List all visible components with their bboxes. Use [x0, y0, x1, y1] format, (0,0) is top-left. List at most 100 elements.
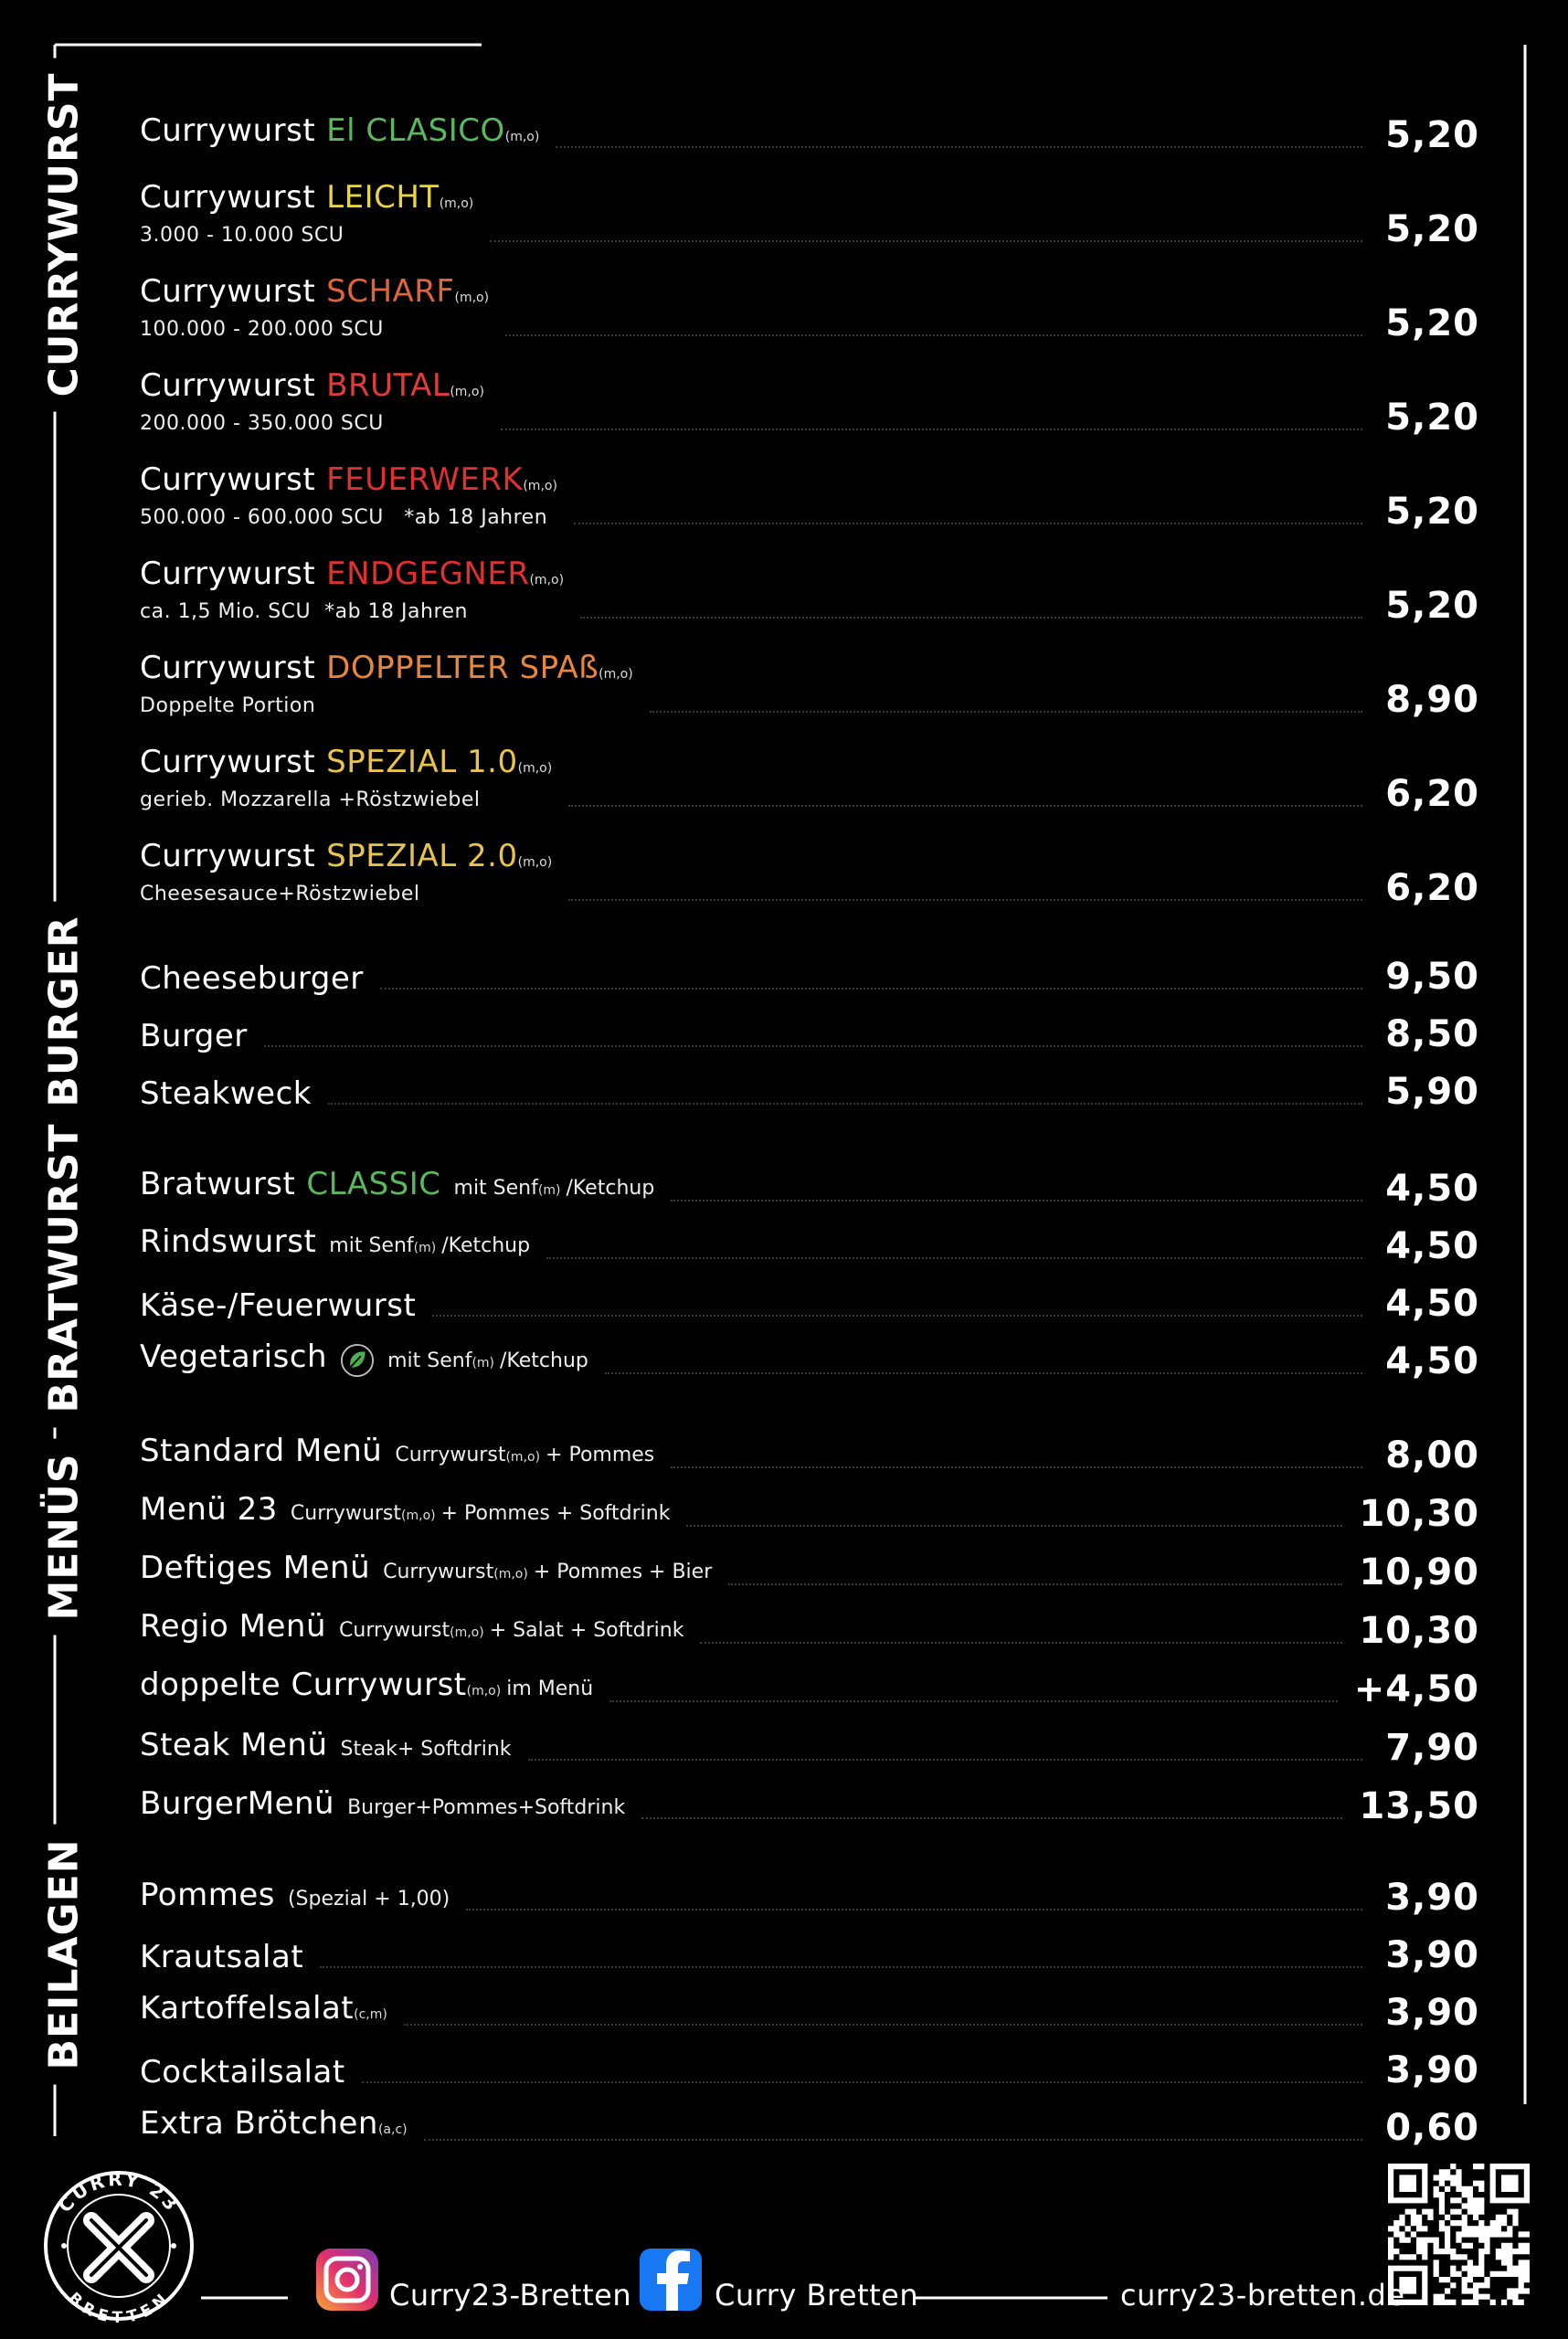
item-line: Steak Menü Steak+ Softdrink: [140, 1727, 512, 1768]
item-hl: FEUERWERK: [326, 461, 524, 498]
item-name: Currywurst: [140, 556, 316, 592]
item-line: Cheeseburger: [140, 960, 364, 997]
menu-item: Currywurst DOPPELTER SPAß (m,o) Doppelte Po…: [140, 626, 1479, 720]
menu-item: Currywurst FEUERWERK (m,o) 500.000 - 600.00…: [140, 438, 1479, 532]
item-small: /Ketchup: [500, 1349, 588, 1372]
item-text: Extra Brötchen (a,c): [140, 2105, 408, 2148]
item-price: 0,60: [1385, 2107, 1479, 2149]
item-hl: El CLASICO: [326, 112, 505, 149]
item-name: Burger: [140, 1018, 248, 1054]
item-text: Bratwurst CLASSIC mit Senf (m) /Ketchup: [140, 1166, 654, 1209]
item-description: 3.000 - 10.000 SCU: [140, 224, 344, 247]
menu-item: Bratwurst CLASSIC mit Senf (m) /Ketchup 4,50: [140, 1151, 1479, 1209]
item-sup: (m,o): [529, 573, 565, 587]
item-name: Extra Brötchen: [140, 2105, 378, 2142]
section-label: MENÜS: [40, 1438, 88, 1635]
item-sup: (m,o): [517, 761, 553, 776]
menu-section: Currywurst El CLASICO (m,o) 5,20 Currywurst L…: [140, 61, 1479, 908]
item-name: Currywurst: [140, 273, 316, 310]
item-text: BurgerMenü Burger+Pommes+Softdrink: [140, 1785, 625, 1826]
item-line: Krautsalat: [140, 1939, 303, 1975]
leader-dots: [432, 1315, 1362, 1317]
item-description: 500.000 - 600.000 SCU *ab 18 Jahren: [140, 506, 548, 529]
item-small: Burger+Pommes+Softdrink: [347, 1796, 626, 1819]
leader-dots: [403, 2024, 1362, 2026]
item-text: Rindswurst mit Senf (m) /Ketchup: [140, 1223, 530, 1266]
logo: CURRY 23 BRETTEN: [44, 2168, 194, 2327]
leader-dots: [505, 334, 1362, 336]
item-text: Cocktailsalat: [140, 2054, 345, 2090]
item-small: + Pommes: [546, 1444, 655, 1466]
item-line: Pommes (Spezial + 1,00): [140, 1877, 450, 1918]
item-small: + Pommes + Softdrink: [440, 1502, 671, 1525]
item-hl: BRUTAL: [326, 367, 450, 404]
item-small: (Spezial + 1,00): [287, 1888, 450, 1910]
item-hl: SPEZIAL 2.0: [326, 838, 518, 874]
website: curry23-bretten.de: [1120, 2278, 1405, 2313]
item-small: im Menü: [506, 1678, 594, 1700]
item-text: Kartoffelsalat (c,m): [140, 1990, 387, 2033]
item-hl: CLASSIC: [306, 1166, 441, 1202]
item-description: 100.000 - 200.000 SCU: [140, 318, 384, 341]
item-small: + Pommes + Bier: [533, 1561, 713, 1583]
item-line: Deftiges Menü Currywurst (m,o) + Pommes + B…: [140, 1550, 712, 1593]
leader-dots: [379, 988, 1362, 990]
item-small: + Salat + Softdrink: [489, 1619, 684, 1642]
facebook-handle: Curry Bretten: [715, 2278, 919, 2313]
section-label: BEILAGEN: [40, 1824, 88, 2085]
item-price: 5,20: [1385, 114, 1479, 156]
item-hl: DOPPELTER SPAß: [326, 650, 599, 686]
menu-item: Standard Menü Currywurst (m,o) + Pommes 8,00: [140, 1417, 1479, 1476]
item-small: Currywurst: [339, 1619, 450, 1642]
item-price: 8,90: [1385, 679, 1479, 721]
item-price: 5,20: [1385, 491, 1479, 533]
item-text: Currywurst SCHARF (m,o) 100.000 - 200.000 S…: [140, 273, 489, 344]
item-price: 8,50: [1385, 1013, 1479, 1055]
leader-dots: [500, 429, 1362, 430]
item-sup: (a,c): [377, 2122, 408, 2137]
menu-item: Kartoffelsalat (c,m) 3,90: [140, 1975, 1479, 2033]
item-text: Currywurst FEUERWERK (m,o) 500.000 - 600.00…: [140, 461, 557, 532]
item-text: Käse-/Feuerwurst: [140, 1287, 416, 1324]
leader-dots: [573, 523, 1362, 524]
item-text: Currywurst SPEZIAL 2.0 (m,o) Cheesesauce+Rö…: [140, 838, 552, 908]
item-sup: (m): [413, 1241, 437, 1255]
item-text: doppelte Currywurst (m,o) im Menü: [140, 1667, 593, 1709]
item-text: Steakweck: [140, 1075, 312, 1112]
item-sup: (m,o): [454, 291, 490, 305]
item-text: Pommes (Spezial + 1,00): [140, 1877, 450, 1918]
menu-item: Pommes (Spezial + 1,00) 3,90: [140, 1860, 1479, 1918]
item-sup: (m,o): [599, 667, 633, 682]
item-name: Steak Menü: [140, 1727, 328, 1763]
item-price: 8,00: [1385, 1434, 1479, 1476]
item-small: Currywurst: [383, 1561, 494, 1583]
item-line: Currywurst ENDGEGNER (m,o): [140, 556, 564, 598]
item-price: 4,50: [1385, 1168, 1479, 1210]
item-text: Currywurst ENDGEGNER (m,o) ca. 1,5 Mio. SCU…: [140, 556, 564, 626]
item-name: Rindswurst: [140, 1223, 317, 1260]
section-label: BRATWURST: [40, 1108, 88, 1428]
item-name: Steakweck: [140, 1075, 312, 1112]
item-line: doppelte Currywurst (m,o) im Menü: [140, 1667, 593, 1709]
item-line: Käse-/Feuerwurst: [140, 1287, 416, 1324]
item-line: Kartoffelsalat (c,m): [140, 1990, 387, 2033]
item-line: Currywurst BRUTAL (m,o): [140, 367, 484, 410]
item-sup: (c,m): [354, 2007, 387, 2022]
item-name: Käse-/Feuerwurst: [140, 1287, 417, 1324]
item-name: Standard Menü: [140, 1433, 383, 1469]
menu-item: Cocktailsalat 3,90: [140, 2033, 1479, 2090]
item-sup: (m,o): [523, 479, 557, 493]
item-line: Burger: [140, 1018, 248, 1054]
menu-item: Steak Menü Steak+ Softdrink 7,90: [140, 1709, 1479, 1768]
item-name: Krautsalat: [140, 1939, 304, 1975]
item-line: Standard Menü Currywurst (m,o) + Pommes: [140, 1433, 654, 1476]
item-line: Extra Brötchen (a,c): [140, 2105, 408, 2148]
item-sup: (m): [471, 1356, 495, 1371]
item-text: Currywurst El CLASICO (m,o): [140, 112, 539, 155]
menu-item: Currywurst El CLASICO (m,o) 5,20: [140, 61, 1479, 155]
menu-item: Currywurst BRUTAL (m,o) 200.000 - 350.000 S…: [140, 344, 1479, 438]
item-text: Menü 23 Currywurst (m,o) + Pommes + Softdri…: [140, 1491, 670, 1534]
item-text: Steak Menü Steak+ Softdrink: [140, 1727, 512, 1768]
leader-dots: [490, 240, 1362, 242]
leader-dots: [320, 1966, 1362, 1968]
